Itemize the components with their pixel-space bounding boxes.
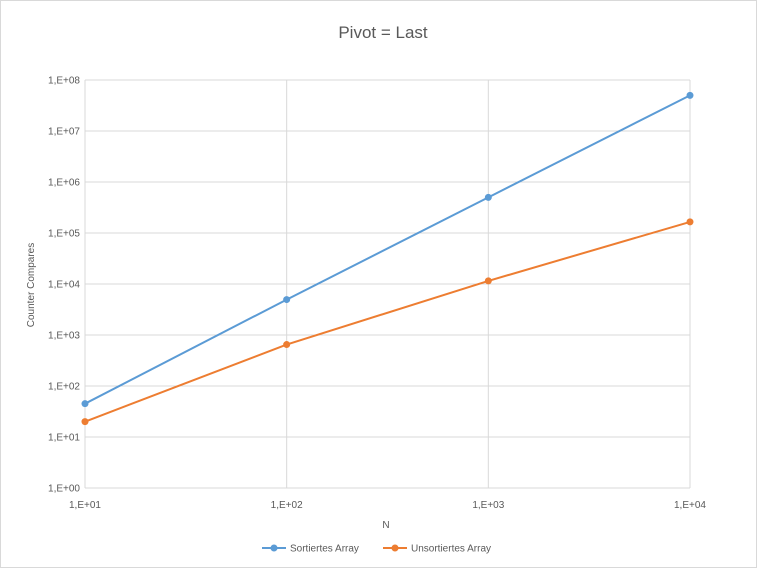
x-tick-label: 1,E+03 bbox=[472, 500, 504, 511]
series-line bbox=[84, 220, 691, 423]
series-1 bbox=[81, 91, 694, 408]
y-tick-label: 1,E+05 bbox=[48, 229, 80, 240]
data-point bbox=[686, 91, 694, 99]
y-tick-label: 1,E+06 bbox=[48, 178, 80, 189]
x-tick-label: 1,E+04 bbox=[674, 500, 706, 511]
y-tick-label: 1,E+03 bbox=[48, 331, 80, 342]
series-group bbox=[81, 91, 694, 426]
data-point bbox=[81, 418, 89, 426]
legend: Sortiertes Array Unsortiertes Array bbox=[262, 544, 491, 555]
x-axis-label: N bbox=[382, 520, 389, 531]
y-axis-label: Counter Compares bbox=[26, 243, 37, 327]
y-tick-label: 1,E+00 bbox=[48, 484, 80, 495]
y-axis-ticks: 1,E+00 1,E+01 1,E+02 1,E+03 1,E+04 1,E+05 1,E+… bbox=[48, 76, 80, 495]
x-axis-ticks: 1,E+01 1,E+02 1,E+03 1,E+04 bbox=[69, 500, 706, 511]
data-point bbox=[283, 296, 291, 304]
data-point bbox=[484, 193, 492, 201]
x-tick-label: 1,E+01 bbox=[69, 500, 101, 511]
y-tick-label: 1,E+07 bbox=[48, 127, 80, 138]
data-point bbox=[283, 341, 291, 349]
legend-item: Unsortiertes Array bbox=[383, 544, 491, 555]
legend-swatch-marker bbox=[270, 544, 278, 552]
y-tick-label: 1,E+02 bbox=[48, 382, 80, 393]
data-point bbox=[484, 277, 492, 285]
data-point bbox=[686, 218, 694, 226]
series-2 bbox=[81, 218, 694, 426]
chart-title: Pivot = Last bbox=[338, 23, 428, 42]
legend-item: Sortiertes Array bbox=[262, 544, 359, 555]
y-tick-label: 1,E+08 bbox=[48, 76, 80, 87]
legend-label: Unsortiertes Array bbox=[411, 544, 491, 555]
legend-label: Sortiertes Array bbox=[290, 544, 359, 555]
legend-swatch-marker bbox=[391, 544, 399, 552]
x-tick-label: 1,E+02 bbox=[271, 500, 303, 511]
series-line bbox=[84, 94, 691, 405]
gridlines bbox=[84, 79, 691, 489]
y-tick-label: 1,E+01 bbox=[48, 433, 80, 444]
y-tick-label: 1,E+04 bbox=[48, 280, 80, 291]
data-point bbox=[81, 400, 89, 408]
